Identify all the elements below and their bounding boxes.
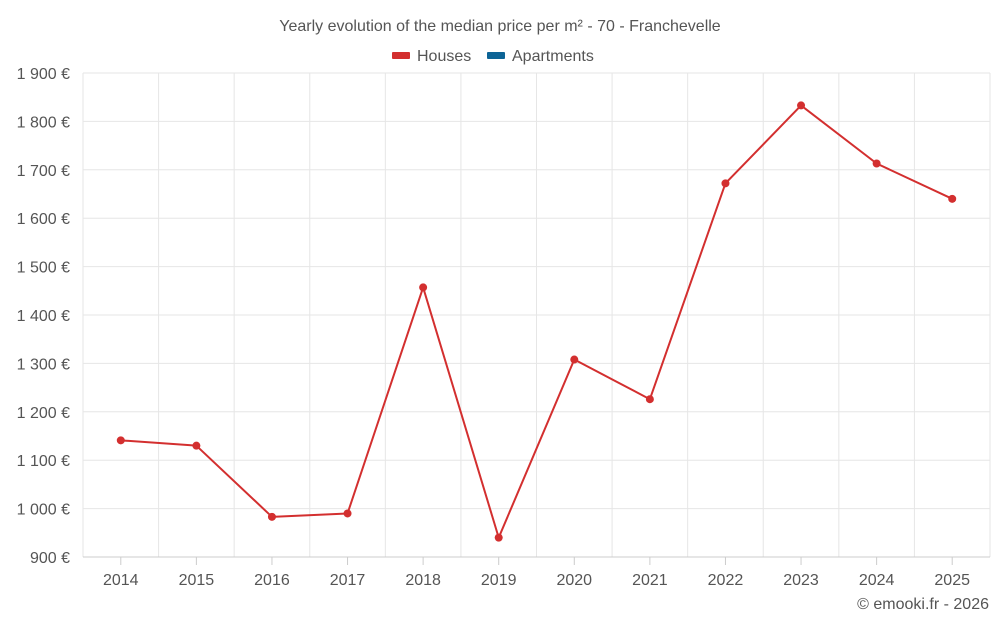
data-point (872, 159, 881, 168)
x-tick-label: 2016 (254, 572, 290, 589)
y-tick-label: 1 900 € (17, 66, 70, 83)
grid-lines (82, 72, 991, 557)
x-tick-label: 2014 (103, 572, 139, 589)
y-tick-label: 1 200 € (17, 405, 70, 422)
data-point (797, 101, 806, 110)
data-point (645, 395, 654, 404)
y-tick-label: 1 400 € (17, 308, 70, 325)
credit-text: © emooki.fr - 2026 (857, 596, 989, 613)
legend-swatch-apartments (487, 52, 505, 59)
y-tick-label: 1 100 € (17, 453, 70, 470)
y-tick-label: 1 700 € (17, 163, 70, 180)
data-point (116, 436, 125, 445)
x-tick-label: 2021 (632, 572, 668, 589)
x-tick-label: 2023 (783, 572, 819, 589)
x-tick-label: 2017 (330, 572, 366, 589)
y-tick-label: 1 800 € (17, 114, 70, 131)
series-line-houses (120, 104, 953, 539)
data-point (721, 179, 730, 188)
x-tick-label: 2018 (405, 572, 441, 589)
y-axis: 900 € 1 000 € 1 100 € 1 200 € 1 300 € 1 400 €… (17, 66, 70, 567)
y-tick-label: 1 500 € (17, 260, 70, 277)
legend-label-houses: Houses (417, 48, 471, 65)
y-tick-label: 1 600 € (17, 211, 70, 228)
chart-title: Yearly evolution of the median price per… (279, 18, 721, 35)
data-point (267, 512, 276, 521)
data-point (343, 509, 352, 518)
data-point (948, 194, 957, 203)
x-tick-label: 2024 (859, 572, 895, 589)
x-axis: 2014 2015 2016 2017 2018 2019 2020 2021 2022 2023… (83, 556, 990, 589)
x-tick-label: 2020 (556, 572, 592, 589)
x-tick-label: 2025 (934, 572, 970, 589)
data-point (494, 533, 503, 542)
legend-label-apartments: Apartments (512, 48, 594, 65)
series-layer (116, 101, 957, 542)
legend-swatch-houses (392, 52, 410, 59)
legend: Houses Apartments (392, 48, 594, 65)
data-point (419, 283, 428, 292)
x-tick-label: 2019 (481, 572, 517, 589)
data-point (570, 355, 579, 364)
y-tick-label: 900 € (30, 550, 70, 567)
y-tick-label: 1 000 € (17, 502, 70, 519)
data-point (192, 441, 201, 450)
y-tick-label: 1 300 € (17, 356, 70, 373)
x-tick-label: 2022 (708, 572, 744, 589)
x-tick-label: 2015 (179, 572, 215, 589)
